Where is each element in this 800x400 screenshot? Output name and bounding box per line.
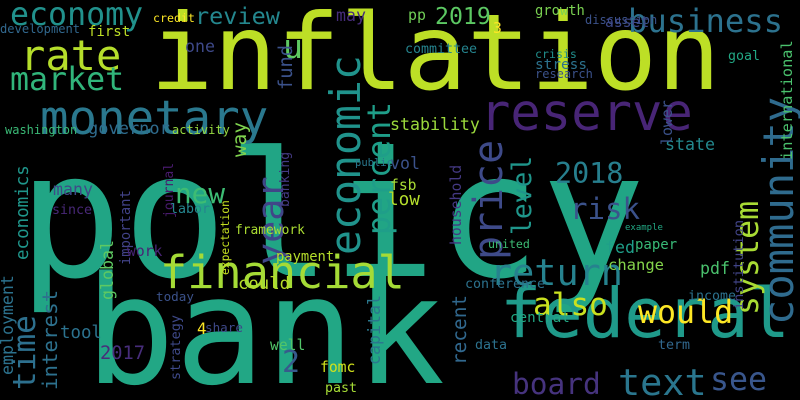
word-2018: 2018 bbox=[555, 157, 624, 190]
word-crisis: crisis bbox=[535, 47, 577, 61]
word-paper: paper bbox=[635, 237, 678, 253]
word-vol: vol bbox=[390, 154, 420, 173]
word-research: research bbox=[535, 67, 593, 81]
word-financial: financial bbox=[160, 246, 405, 299]
word-may: may bbox=[336, 6, 366, 25]
word-first: first bbox=[88, 24, 131, 40]
word-central: central bbox=[510, 310, 570, 326]
word-framework: framework bbox=[235, 223, 305, 238]
word-economic: economic bbox=[321, 55, 370, 255]
word-state: state bbox=[665, 135, 715, 154]
word-stability: stability bbox=[390, 115, 480, 134]
word-4: 4 bbox=[197, 319, 207, 338]
word-lower: lower bbox=[658, 100, 676, 145]
word-past: past bbox=[325, 381, 358, 396]
word-work: work bbox=[127, 243, 163, 260]
word-since: since bbox=[52, 203, 93, 218]
word-activity: activity bbox=[172, 123, 230, 137]
word-review: review bbox=[195, 2, 280, 30]
word-also: also bbox=[533, 287, 608, 323]
word-monetary: monetary bbox=[40, 91, 269, 146]
word-policy: policy bbox=[18, 115, 646, 317]
word-labor: labor bbox=[170, 202, 211, 217]
word-interest: interest bbox=[38, 289, 62, 390]
word-reserve: reserve bbox=[480, 83, 693, 142]
word-level: level bbox=[508, 155, 538, 235]
word-share: share bbox=[205, 320, 243, 335]
word-pp: pp bbox=[408, 6, 426, 24]
word-inflation: inflation bbox=[150, 0, 721, 114]
word-could: could bbox=[238, 274, 291, 294]
word-growth: growth bbox=[535, 3, 585, 19]
word-conference: conference bbox=[465, 277, 546, 292]
word-return: return bbox=[490, 251, 623, 294]
word-recent: recent bbox=[448, 294, 471, 365]
word-committee: committee bbox=[405, 42, 478, 57]
word-change: change bbox=[608, 256, 664, 274]
word-text: text bbox=[618, 361, 707, 400]
word-asset: asset bbox=[605, 14, 650, 31]
word-federal: federal bbox=[500, 274, 790, 354]
word-today: today bbox=[156, 289, 194, 304]
word-u: u bbox=[283, 27, 303, 66]
word-example: example bbox=[625, 223, 663, 233]
word-2017: 2017 bbox=[100, 343, 146, 364]
word-way: way bbox=[228, 121, 251, 157]
word-public: public bbox=[355, 157, 393, 169]
word-washington: washington bbox=[5, 123, 78, 137]
word-risk: risk bbox=[570, 192, 641, 226]
word-board: board bbox=[512, 367, 601, 400]
word-fomc: fomc bbox=[320, 359, 356, 376]
word-tool: tool bbox=[60, 323, 102, 343]
word-household: household bbox=[448, 164, 465, 245]
word-capital: capital bbox=[365, 295, 384, 365]
word-business: business bbox=[628, 2, 784, 40]
word-economics: economics bbox=[13, 165, 33, 260]
word-employment: employment bbox=[0, 275, 17, 375]
word-united: united bbox=[488, 237, 530, 251]
word-fsb: fsb bbox=[390, 177, 417, 194]
word-stress: stress bbox=[535, 57, 587, 73]
word-one: one bbox=[185, 37, 215, 56]
word-3: 3 bbox=[493, 20, 502, 37]
word-many: many bbox=[53, 180, 93, 199]
word-2: 2 bbox=[282, 345, 300, 380]
word-low: low bbox=[388, 190, 420, 210]
word-goal: goal bbox=[728, 49, 761, 64]
word-data: data bbox=[475, 338, 508, 353]
word-would: would bbox=[638, 295, 734, 331]
word-term: term bbox=[658, 338, 691, 353]
word-global: global bbox=[98, 240, 117, 300]
word-strategy: strategy bbox=[168, 314, 184, 380]
word-banking: banking bbox=[278, 151, 293, 207]
word-economy: economy bbox=[10, 0, 144, 33]
word-discussion: discussion bbox=[585, 13, 658, 27]
word-credit: credit bbox=[153, 11, 195, 25]
word-see: see bbox=[710, 362, 768, 398]
word-well: well bbox=[270, 337, 306, 354]
word-expectation: expectation bbox=[219, 200, 232, 275]
word-fed: fed bbox=[605, 238, 635, 257]
word-development: development bbox=[0, 22, 81, 36]
word-bank: bank bbox=[85, 245, 446, 400]
word-rate: rate bbox=[20, 31, 122, 80]
word-new: new bbox=[175, 177, 226, 210]
word-pdf: pdf bbox=[700, 259, 730, 278]
word-market: market bbox=[10, 62, 125, 98]
word-payment: payment bbox=[276, 249, 335, 265]
word-international: international bbox=[778, 40, 796, 160]
word-2019: 2019 bbox=[435, 3, 491, 30]
word-income: income bbox=[688, 289, 737, 304]
word-journal: journal bbox=[162, 162, 177, 218]
word-fund: fund bbox=[276, 44, 297, 90]
word-governor: governor bbox=[88, 119, 170, 139]
